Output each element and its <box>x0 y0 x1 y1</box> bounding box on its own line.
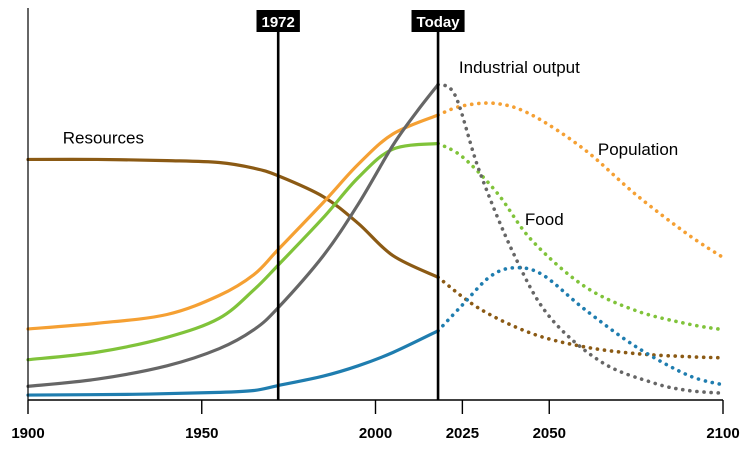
marker-today-badge-box <box>411 10 465 32</box>
industrial-output-projection-line <box>436 82 725 395</box>
axis-layer: 1900 1950 2000 2025 2050 2100 <box>11 8 740 442</box>
food-projection-line <box>436 141 725 332</box>
x-tick-label-1900: 1900 <box>11 425 44 442</box>
marker-1972-label: 1972 <box>262 14 295 31</box>
marker-today-badge: Today <box>411 10 465 32</box>
resources-historical-line <box>26 157 440 279</box>
x-tick-label-2000: 2000 <box>359 425 392 442</box>
x-tick-label-2025: 2025 <box>446 425 479 442</box>
series-5-projection-line <box>436 265 725 387</box>
population-historical-line <box>26 113 440 331</box>
series-label-resources: Resources <box>63 129 144 148</box>
x-tick-label-1950: 1950 <box>185 425 218 442</box>
resources-projection-line <box>436 275 725 360</box>
marker-today-label: Today <box>417 14 461 31</box>
series-5-historical-line <box>26 329 440 397</box>
label-layer: Resources Population Food Industrial output <box>61 57 679 231</box>
series-label-industrial-output: Industrial output <box>459 58 580 77</box>
series-label-food: Food <box>525 210 564 229</box>
series-label-population: Population <box>598 140 678 159</box>
x-tick-label-2050: 2050 <box>533 425 566 442</box>
x-tick-label-2100: 2100 <box>706 425 739 442</box>
population-projection-line <box>436 101 725 260</box>
marker-1972-badge-box <box>256 10 300 32</box>
marker-1972-badge: 1972 <box>256 10 300 32</box>
marker-layer: 1972 Today <box>256 10 465 400</box>
food-historical-line <box>26 141 440 362</box>
